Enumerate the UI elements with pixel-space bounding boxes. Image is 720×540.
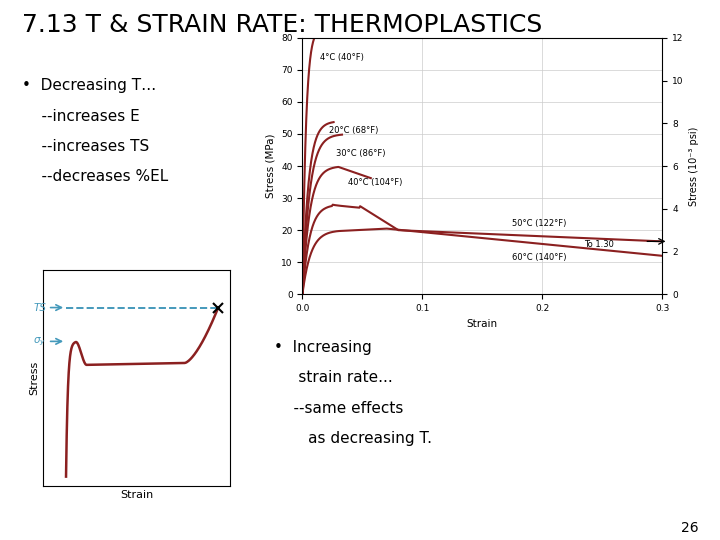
Text: --increases TS: --increases TS bbox=[22, 139, 149, 154]
Text: 30°C (86°F): 30°C (86°F) bbox=[336, 148, 385, 158]
X-axis label: Strain: Strain bbox=[467, 319, 498, 328]
Text: •  Decreasing T…: • Decreasing T… bbox=[22, 78, 156, 93]
Y-axis label: Stress (MPa): Stress (MPa) bbox=[266, 134, 276, 198]
X-axis label: Strain: Strain bbox=[120, 490, 153, 500]
Y-axis label: Stress (10⁻³ psi): Stress (10⁻³ psi) bbox=[689, 126, 699, 206]
Y-axis label: Stress: Stress bbox=[29, 361, 39, 395]
Text: 40°C (104°F): 40°C (104°F) bbox=[348, 178, 402, 187]
Text: --decreases %EL: --decreases %EL bbox=[22, 169, 168, 184]
Text: •  Increasing: • Increasing bbox=[274, 340, 372, 355]
Text: as decreasing T.: as decreasing T. bbox=[274, 431, 431, 446]
Text: 7.13 T & STRAIN RATE: THERMOPLASTICS: 7.13 T & STRAIN RATE: THERMOPLASTICS bbox=[22, 14, 542, 37]
Text: TS: TS bbox=[33, 302, 46, 313]
Text: $\sigma_y$: $\sigma_y$ bbox=[33, 335, 46, 348]
Text: --same effects: --same effects bbox=[274, 401, 403, 416]
Text: 4°C (40°F): 4°C (40°F) bbox=[320, 52, 364, 62]
Text: To 1.30: To 1.30 bbox=[585, 240, 614, 249]
Text: 26: 26 bbox=[681, 521, 698, 535]
Text: 20°C (68°F): 20°C (68°F) bbox=[329, 126, 378, 136]
Text: 50°C (122°F): 50°C (122°F) bbox=[513, 219, 567, 228]
Text: 60°C (140°F): 60°C (140°F) bbox=[513, 253, 567, 262]
Text: --increases E: --increases E bbox=[22, 109, 140, 124]
Text: strain rate...: strain rate... bbox=[274, 370, 392, 386]
